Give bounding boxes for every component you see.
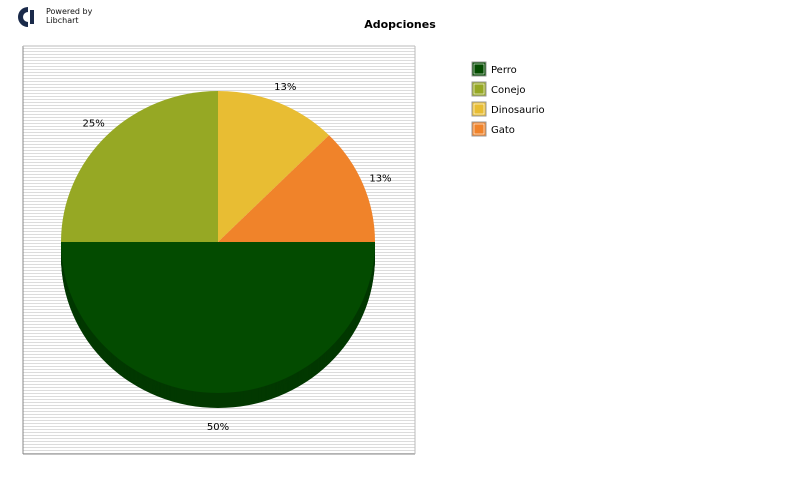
pie-slice-gato: [218, 135, 375, 242]
legend-label-dinosaurio: Dinosaurio: [491, 105, 545, 116]
chart-title: Adopciones: [364, 18, 436, 31]
legend-label-gato: Gato: [491, 125, 515, 136]
pie-labels: 50% 25% 13% 13%: [83, 82, 392, 433]
legend-swatch-gato: [471, 121, 487, 137]
legend-swatch-dinosaurio: [471, 101, 487, 117]
legend-swatch-inner: [473, 103, 485, 115]
slice-label-conejo: 25%: [83, 118, 105, 129]
powered-by-line: Powered by: [46, 7, 93, 16]
slice-label-gato: 13%: [369, 173, 391, 184]
slice-label-dinosaurio: 13%: [274, 82, 296, 93]
pie-slice-perro: [61, 242, 375, 393]
legend-swatch-inner: [473, 63, 485, 75]
legend-swatch-inner: [473, 83, 485, 95]
legend-label-perro: Perro: [491, 65, 517, 76]
legend-swatch-conejo: [471, 81, 487, 97]
pie-slice-dinosaurio: [218, 91, 330, 242]
libchart-name: Libchart: [46, 16, 79, 25]
legend-label-conejo: Conejo: [491, 85, 526, 96]
legend: Perro Conejo Dinosaurio Gato: [471, 61, 545, 137]
libchart-logo-icon: [18, 7, 34, 27]
pie-slice-conejo: [61, 91, 218, 242]
slice-label-perro: 50%: [207, 422, 229, 433]
powered-by-text: Powered by Libchart: [46, 7, 92, 25]
legend-swatch-inner: [473, 123, 485, 135]
legend-swatch-perro: [471, 61, 487, 77]
pie-slices: [61, 91, 375, 393]
